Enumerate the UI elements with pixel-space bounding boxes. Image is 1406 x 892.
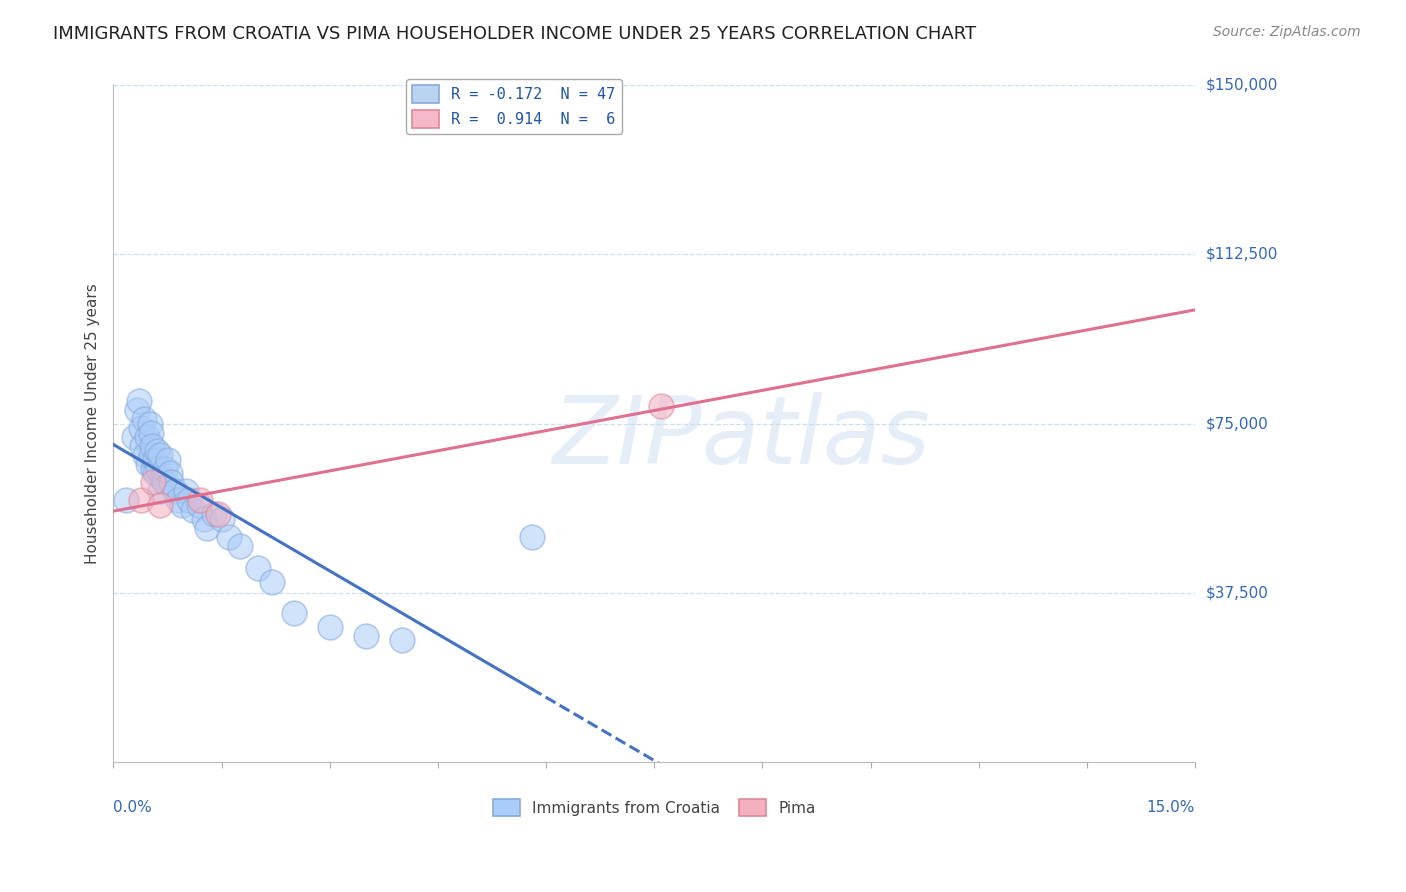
Text: $150,000: $150,000 — [1206, 78, 1278, 93]
Point — [145, 443, 167, 458]
Point — [218, 530, 240, 544]
Point — [142, 462, 165, 476]
Point — [246, 561, 269, 575]
Text: 15.0%: 15.0% — [1147, 800, 1195, 814]
Text: Source: ZipAtlas.com: Source: ZipAtlas.com — [1213, 25, 1361, 39]
Point — [174, 484, 197, 499]
Point — [131, 439, 153, 453]
Point — [228, 539, 250, 553]
Point — [143, 452, 166, 467]
Text: ZIPatlas: ZIPatlas — [551, 392, 929, 483]
Point — [163, 484, 186, 499]
Text: 0.0%: 0.0% — [114, 800, 152, 814]
Point — [159, 467, 181, 481]
Point — [319, 620, 342, 634]
Point — [207, 507, 229, 521]
Point — [170, 498, 193, 512]
Point — [134, 448, 156, 462]
Text: $75,000: $75,000 — [1206, 417, 1268, 431]
Text: $112,500: $112,500 — [1206, 247, 1278, 262]
Point — [520, 530, 543, 544]
Point — [160, 475, 183, 490]
Point — [129, 421, 152, 435]
Point — [132, 412, 155, 426]
Point — [149, 498, 172, 512]
Point — [148, 462, 170, 476]
Point — [262, 574, 284, 589]
Legend: Immigrants from Croatia, Pima: Immigrants from Croatia, Pima — [486, 793, 823, 822]
Point — [181, 502, 204, 516]
Point — [149, 448, 172, 462]
Text: IMMIGRANTS FROM CROATIA VS PIMA HOUSEHOLDER INCOME UNDER 25 YEARS CORRELATION CH: IMMIGRANTS FROM CROATIA VS PIMA HOUSEHOL… — [53, 25, 977, 43]
Point — [650, 399, 672, 413]
Point — [204, 507, 226, 521]
Point — [138, 417, 160, 431]
Point — [125, 403, 148, 417]
Point — [139, 425, 162, 440]
Point — [156, 452, 179, 467]
Point — [129, 493, 152, 508]
Point — [150, 471, 173, 485]
Y-axis label: Householder Income Under 25 years: Householder Income Under 25 years — [86, 284, 100, 564]
Point — [211, 511, 233, 525]
Point — [187, 498, 209, 512]
Point — [155, 462, 177, 476]
Point — [193, 511, 215, 525]
Point — [153, 475, 176, 490]
Point — [143, 467, 166, 481]
Point — [167, 493, 190, 508]
Point — [195, 520, 218, 534]
Point — [128, 394, 150, 409]
Text: $37,500: $37,500 — [1206, 585, 1270, 600]
Point — [141, 439, 163, 453]
Point — [142, 475, 165, 490]
Point — [188, 493, 211, 508]
Point — [354, 629, 377, 643]
Point — [391, 633, 413, 648]
Point — [283, 607, 305, 621]
Point — [122, 430, 145, 444]
Point — [115, 493, 138, 508]
Point — [149, 484, 172, 499]
Point — [136, 458, 159, 472]
Point — [135, 430, 157, 444]
Point — [139, 448, 162, 462]
Point — [179, 493, 201, 508]
